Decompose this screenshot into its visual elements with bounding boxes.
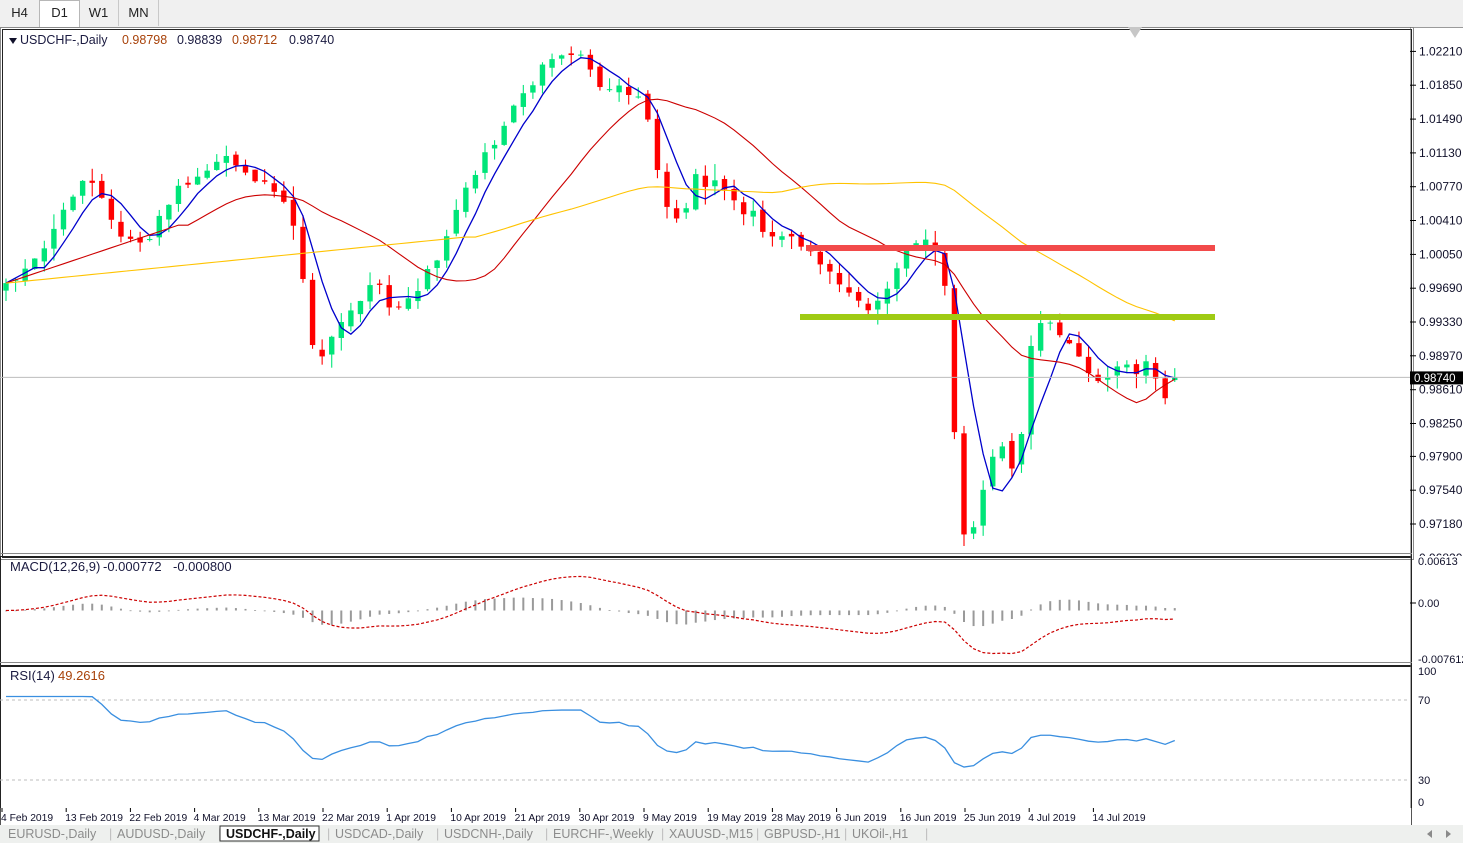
svg-text:4 Feb 2019: 4 Feb 2019 — [1, 813, 53, 824]
svg-text:0.98250: 0.98250 — [1419, 417, 1463, 431]
svg-text:0.97180: 0.97180 — [1419, 517, 1463, 531]
svg-text:0.99690: 0.99690 — [1419, 281, 1463, 295]
svg-text:1.01850: 1.01850 — [1419, 78, 1463, 92]
svg-text:GBPUSD-,H1: GBPUSD-,H1 — [764, 827, 840, 841]
svg-text:28 May 2019: 28 May 2019 — [771, 813, 831, 824]
svg-text:0.98970: 0.98970 — [1419, 349, 1463, 363]
svg-text:22 Feb 2019: 22 Feb 2019 — [129, 813, 187, 824]
svg-text:49.2616: 49.2616 — [58, 668, 105, 683]
svg-text:70: 70 — [1418, 695, 1430, 707]
svg-text:30: 30 — [1418, 775, 1430, 787]
svg-text:|: | — [109, 827, 112, 841]
svg-text:0.97900: 0.97900 — [1419, 449, 1463, 463]
svg-text:1.01490: 1.01490 — [1419, 112, 1463, 126]
svg-text:22 Mar 2019: 22 Mar 2019 — [322, 813, 380, 824]
svg-text:16 Jun 2019: 16 Jun 2019 — [900, 813, 957, 824]
svg-text:1.02210: 1.02210 — [1419, 44, 1463, 58]
svg-text:|: | — [661, 827, 664, 841]
svg-text:EURUSD-,Daily: EURUSD-,Daily — [8, 827, 97, 841]
svg-text:USDCHF-,Daily: USDCHF-,Daily — [226, 827, 316, 841]
svg-text:25 Jun 2019: 25 Jun 2019 — [964, 813, 1021, 824]
svg-text:21 Apr 2019: 21 Apr 2019 — [515, 813, 571, 824]
svg-text:13 Mar 2019: 13 Mar 2019 — [258, 813, 316, 824]
svg-text:RSI(14): RSI(14) — [10, 668, 55, 683]
svg-text:4 Jul 2019: 4 Jul 2019 — [1028, 813, 1076, 824]
svg-text:MACD(12,26,9): MACD(12,26,9) — [10, 559, 100, 574]
svg-text:|: | — [925, 827, 928, 841]
svg-text:|: | — [327, 827, 330, 841]
svg-text:|: | — [844, 827, 847, 841]
svg-text:-0.007612: -0.007612 — [1418, 654, 1463, 665]
svg-text:0.99330: 0.99330 — [1419, 315, 1463, 329]
svg-text:14 Jul 2019: 14 Jul 2019 — [1092, 813, 1146, 824]
svg-text:0.97540: 0.97540 — [1419, 483, 1463, 497]
svg-text:0.00613: 0.00613 — [1418, 556, 1458, 568]
svg-text:AUDUSD-,Daily: AUDUSD-,Daily — [117, 827, 206, 841]
svg-text:0: 0 — [1418, 797, 1424, 808]
svg-text:|: | — [756, 827, 759, 841]
svg-text:UKOil-,H1: UKOil-,H1 — [852, 827, 908, 841]
svg-text:1.01130: 1.01130 — [1419, 146, 1462, 160]
svg-text:1.00770: 1.00770 — [1419, 180, 1463, 194]
svg-text:USDCNH-,Daily: USDCNH-,Daily — [444, 827, 534, 841]
svg-text:XAUUSD-,M15: XAUUSD-,M15 — [669, 827, 753, 841]
svg-text:-0.000772: -0.000772 — [103, 559, 162, 574]
svg-text:|: | — [436, 827, 439, 841]
svg-text:4 Mar 2019: 4 Mar 2019 — [194, 813, 246, 824]
svg-text:|: | — [545, 827, 548, 841]
svg-text:0.98740: 0.98740 — [1414, 373, 1456, 385]
svg-text:1.00410: 1.00410 — [1419, 214, 1463, 228]
svg-text:EURCHF-,Weekly: EURCHF-,Weekly — [553, 827, 654, 841]
svg-text:30 Apr 2019: 30 Apr 2019 — [579, 813, 635, 824]
svg-text:100: 100 — [1418, 666, 1436, 678]
svg-text:9 May 2019: 9 May 2019 — [643, 813, 697, 824]
svg-text:1 Apr 2019: 1 Apr 2019 — [386, 813, 436, 824]
svg-text:19 May 2019: 19 May 2019 — [707, 813, 767, 824]
svg-text:USDCAD-,Daily: USDCAD-,Daily — [335, 827, 424, 841]
svg-text:6 Jun 2019: 6 Jun 2019 — [836, 813, 887, 824]
svg-text:1.00050: 1.00050 — [1419, 247, 1463, 261]
svg-text:13 Feb 2019: 13 Feb 2019 — [65, 813, 123, 824]
svg-text:10 Apr 2019: 10 Apr 2019 — [450, 813, 506, 824]
svg-text:-0.000800: -0.000800 — [173, 559, 232, 574]
svg-text:0.00: 0.00 — [1418, 598, 1439, 610]
